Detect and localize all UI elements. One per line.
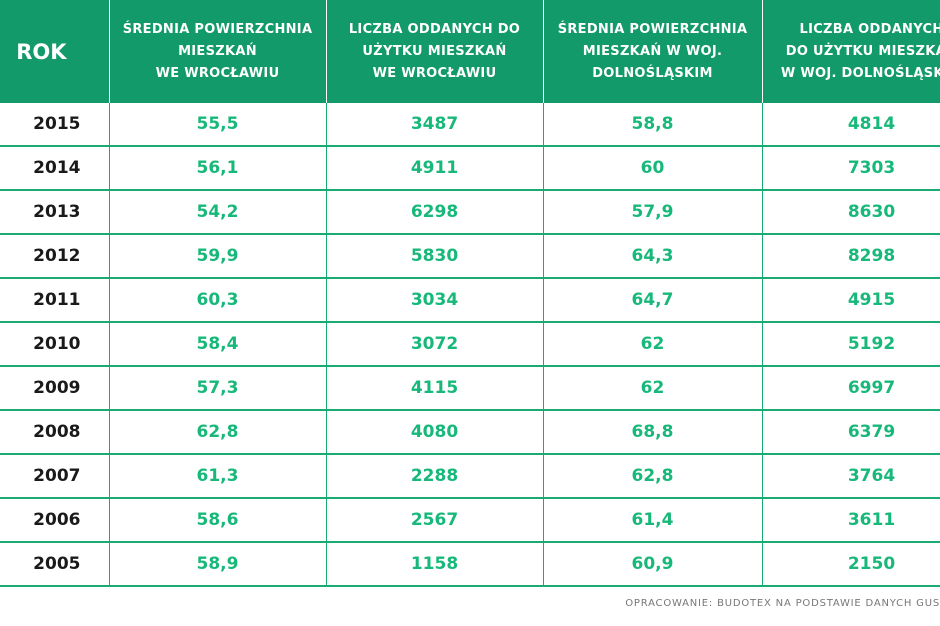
table-row: 2010 58,4 3072 62 5192 [0,322,940,367]
column-header-label: ŚREDNIA POWIERZCHNIA MIESZKAŃ W WOJ. DOL… [557,21,748,81]
value-cell: 61,3 [109,454,327,499]
value-cell: 2567 [326,498,544,543]
value-cell: 58,8 [543,103,763,147]
value-cell: 2288 [326,454,544,499]
value-cell: 60,3 [109,278,327,323]
value-cell: 57,9 [543,190,763,235]
value-cell: 3487 [326,103,544,147]
value-cell: 4911 [326,146,544,191]
value-cell: 4080 [326,410,544,455]
year-cell: 2011 [0,278,110,323]
value-cell: 54,2 [109,190,327,235]
value-cell: 2150 [762,542,940,587]
column-header-4: LICZBA ODDANYCH DO UŻYTKU MIESZKAŃ W WOJ… [762,0,940,103]
year-cell: 2012 [0,234,110,279]
year-cell: 2013 [0,190,110,235]
value-cell: 3072 [326,322,544,367]
year-cell: 2006 [0,498,110,543]
table-body: 2015 55,5 3487 58,8 4814 2014 56,1 4911 60 7303 20… [0,103,940,587]
value-cell: 62 [543,366,763,411]
value-cell: 62,8 [543,454,763,499]
table-row: 2006 58,6 2567 61,4 3611 [0,498,940,543]
value-cell: 57,3 [109,366,327,411]
column-header-label: ŚREDNIA POWIERZCHNIA MIESZKAŃ WE WROCŁAW… [122,21,313,81]
value-cell: 64,3 [543,234,763,279]
column-header-label: LICZBA ODDANYCH DO UŻYTKU MIESZKAŃ W WOJ… [780,21,940,81]
table-row: 2009 57,3 4115 62 6997 [0,366,940,411]
value-cell: 8630 [762,190,940,235]
column-header-3: ŚREDNIA POWIERZCHNIA MIESZKAŃ W WOJ. DOL… [543,0,763,103]
year-cell: 2010 [0,322,110,367]
value-cell: 5830 [326,234,544,279]
year-cell: 2005 [0,542,110,587]
table-header-row: ROK ŚREDNIA POWIERZCHNIA MIESZKAŃ WE WROC… [0,0,940,103]
data-table: ROK ŚREDNIA POWIERZCHNIA MIESZKAŃ WE WROC… [0,0,940,587]
value-cell: 1158 [326,542,544,587]
value-cell: 56,1 [109,146,327,191]
table-row: 2005 58,9 1158 60,9 2150 [0,542,940,587]
value-cell: 6298 [326,190,544,235]
value-cell: 64,7 [543,278,763,323]
value-cell: 58,9 [109,542,327,587]
value-cell: 7303 [762,146,940,191]
year-cell: 2007 [0,454,110,499]
value-cell: 59,9 [109,234,327,279]
value-cell: 5192 [762,322,940,367]
table-row: 2015 55,5 3487 58,8 4814 [0,103,940,147]
year-cell: 2015 [0,103,110,147]
value-cell: 6379 [762,410,940,455]
year-cell: 2008 [0,410,110,455]
table-row: 2013 54,2 6298 57,9 8630 [0,190,940,235]
year-cell: 2009 [0,366,110,411]
source-note: OPRACOWANIE: BUDOTEX NA PODSTAWIE DANYCH… [625,598,940,609]
table-row: 2007 61,3 2288 62,8 3764 [0,454,940,499]
value-cell: 4915 [762,278,940,323]
value-cell: 4115 [326,366,544,411]
value-cell: 3611 [762,498,940,543]
value-cell: 4814 [762,103,940,147]
value-cell: 60 [543,146,763,191]
value-cell: 68,8 [543,410,763,455]
column-header-label: LICZBA ODDANYCH DO UŻYTKU MIESZKAŃ WE WR… [348,21,521,81]
value-cell: 3764 [762,454,940,499]
value-cell: 6997 [762,366,940,411]
value-cell: 62,8 [109,410,327,455]
value-cell: 3034 [326,278,544,323]
value-cell: 58,4 [109,322,327,367]
value-cell: 60,9 [543,542,763,587]
column-header-2: LICZBA ODDANYCH DO UŻYTKU MIESZKAŃ WE WR… [326,0,544,103]
table-row: 2014 56,1 4911 60 7303 [0,146,940,191]
value-cell: 55,5 [109,103,327,147]
data-table-container: ROK ŚREDNIA POWIERZCHNIA MIESZKAŃ WE WROC… [0,0,940,587]
column-header-1: ŚREDNIA POWIERZCHNIA MIESZKAŃ WE WROCŁAW… [109,0,327,103]
value-cell: 61,4 [543,498,763,543]
value-cell: 8298 [762,234,940,279]
column-header-label: ROK [16,39,67,64]
value-cell: 58,6 [109,498,327,543]
value-cell: 62 [543,322,763,367]
year-cell: 2014 [0,146,110,191]
column-header-year: ROK [0,0,110,103]
table-row: 2011 60,3 3034 64,7 4915 [0,278,940,323]
table-row: 2012 59,9 5830 64,3 8298 [0,234,940,279]
table-row: 2008 62,8 4080 68,8 6379 [0,410,940,455]
